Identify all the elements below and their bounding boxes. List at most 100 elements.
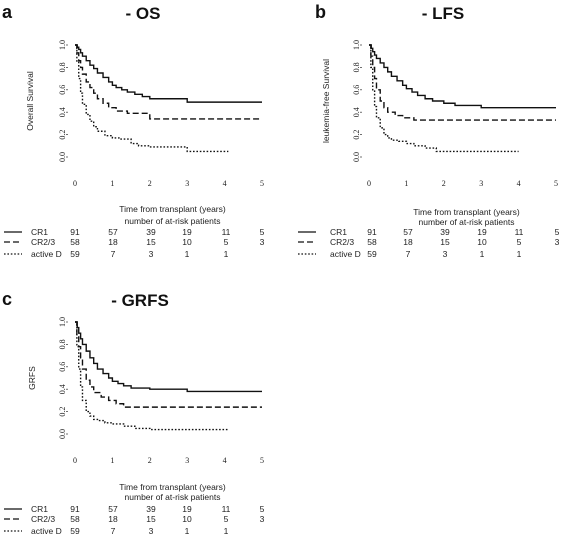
y-tick-label: 0.4	[58, 384, 67, 394]
risk-group-name: active D	[330, 249, 361, 259]
panel-title: - LFS	[422, 4, 465, 23]
y-tick-label: 0.0	[352, 152, 361, 162]
risk-count: 3	[443, 249, 448, 259]
risk-count: 1	[185, 249, 190, 259]
x-tick-label: 3	[479, 179, 483, 188]
series-line-active-d	[75, 321, 229, 431]
risk-count: 19	[477, 227, 487, 237]
risk-group-name: CR1	[31, 504, 48, 514]
y-tick-label: 0.0	[58, 152, 67, 162]
y-tick-label: 0.2	[58, 407, 67, 417]
x-tick-label: 0	[73, 456, 77, 465]
risk-count: 5	[260, 227, 265, 237]
risk-count: 7	[406, 249, 411, 259]
series-line-cr1	[369, 44, 556, 109]
risk-count: 3	[260, 237, 265, 247]
risk-count: 39	[146, 504, 156, 514]
panel-c: c - GRFS 0.0 0.2 0.4 0.6 0.8 1.0 GRFS 0 1 2 3 4 5 Time …	[2, 289, 265, 536]
y-axis-label: leukemia-free Survival	[321, 59, 331, 143]
x-tick-label: 5	[554, 179, 558, 188]
risk-count: 7	[111, 249, 116, 259]
risk-count: 3	[149, 249, 154, 259]
risk-count: 7	[111, 526, 116, 536]
risk-table-title: number of at-risk patients	[419, 217, 515, 227]
risk-count: 1	[185, 526, 190, 536]
risk-count: 91	[70, 504, 80, 514]
x-tick-label: 0	[73, 179, 77, 188]
x-tick-label: 0	[367, 179, 371, 188]
x-tick-label: 2	[148, 179, 152, 188]
series-line-active-d	[75, 44, 229, 153]
risk-count: 39	[440, 227, 450, 237]
x-axis-label: Time from transplant (years)	[413, 207, 520, 217]
risk-count: 5	[224, 514, 229, 524]
risk-count: 1	[224, 249, 229, 259]
risk-table-title: number of at-risk patients	[125, 216, 221, 226]
risk-count: 57	[108, 504, 118, 514]
x-tick-label: 2	[442, 179, 446, 188]
y-tick-label: 0.6	[352, 85, 361, 95]
x-tick-label: 4	[517, 179, 521, 188]
x-axis-label: Time from transplant (years)	[119, 482, 226, 492]
x-tick-label: 5	[260, 179, 264, 188]
y-tick-label: 0.0	[58, 429, 67, 439]
y-axis-label: Overall Survival	[25, 71, 35, 131]
panel-letter: c	[2, 289, 12, 309]
risk-count: 3	[555, 237, 560, 247]
panel-letter: b	[315, 2, 326, 22]
risk-group-name: CR2/3	[31, 514, 55, 524]
risk-count: 11	[515, 227, 524, 237]
risk-count: 39	[146, 227, 156, 237]
risk-group-name: active D	[31, 526, 62, 536]
y-tick-label: 0.2	[352, 130, 361, 140]
risk-count: 59	[367, 249, 377, 259]
series-line-cr1	[75, 321, 262, 393]
series-line-cr1	[75, 44, 262, 103]
x-tick-label: 3	[185, 179, 189, 188]
x-tick-label: 1	[110, 179, 114, 188]
risk-count: 1	[480, 249, 485, 259]
risk-group-name: CR1	[31, 227, 48, 237]
panel-letter: a	[2, 2, 13, 22]
y-tick-label: 1.0	[58, 317, 67, 327]
risk-count: 57	[108, 227, 118, 237]
panel-title: - GRFS	[111, 291, 169, 310]
risk-count: 58	[70, 237, 80, 247]
risk-count: 57	[403, 227, 413, 237]
y-tick-label: 0.4	[58, 107, 67, 117]
x-tick-label: 1	[110, 456, 114, 465]
risk-count: 10	[182, 514, 192, 524]
y-tick-label: 0.8	[58, 339, 67, 349]
y-tick-label: 1.0	[352, 40, 361, 50]
x-tick-label: 5	[260, 456, 264, 465]
risk-group-name: active D	[31, 249, 62, 259]
risk-count: 11	[222, 504, 231, 514]
risk-count: 5	[555, 227, 560, 237]
risk-count: 5	[224, 237, 229, 247]
risk-count: 5	[517, 237, 522, 247]
risk-count: 58	[70, 514, 80, 524]
x-tick-label: 3	[185, 456, 189, 465]
risk-count: 19	[182, 504, 192, 514]
risk-count: 3	[260, 514, 265, 524]
y-tick-label: 0.2	[58, 130, 67, 140]
panel-a: a - OS 0.0 0.2 0.4 0.6 0.8 1.0 Overall Survival 0…	[2, 2, 265, 259]
y-tick-label: 1.0	[58, 40, 67, 50]
risk-count: 59	[70, 249, 80, 259]
risk-count: 19	[182, 227, 192, 237]
risk-count: 10	[477, 237, 487, 247]
risk-count: 18	[108, 237, 118, 247]
y-axis-label: GRFS	[27, 366, 37, 390]
panel-title: - OS	[126, 4, 161, 23]
risk-group-name: CR2/3	[330, 237, 354, 247]
series-line-cr2-3	[75, 44, 262, 120]
risk-count: 18	[403, 237, 413, 247]
risk-count: 15	[146, 514, 156, 524]
panel-b: b - LFS 0.0 0.2 0.4 0.6 0.8 1.0 leukemia-free Su…	[298, 2, 560, 259]
risk-count: 1	[517, 249, 522, 259]
risk-count: 10	[182, 237, 192, 247]
risk-count: 18	[108, 514, 118, 524]
x-axis-label: Time from transplant (years)	[119, 204, 226, 214]
risk-count: 91	[367, 227, 377, 237]
